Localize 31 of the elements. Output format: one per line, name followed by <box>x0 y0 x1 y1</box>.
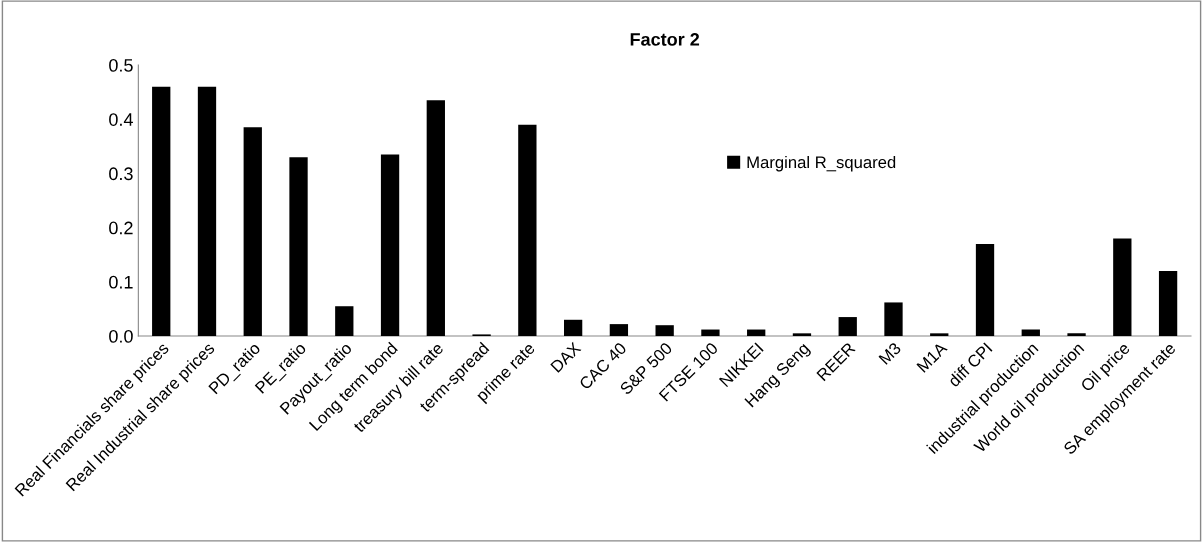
bar <box>701 329 720 337</box>
bar <box>747 329 766 337</box>
bar <box>884 302 903 337</box>
bar <box>1158 271 1178 337</box>
y-tick-label: 0.4 <box>109 113 133 126</box>
y-tick-label: 0.1 <box>109 275 133 289</box>
bar <box>563 319 583 337</box>
bar <box>243 127 262 337</box>
bar <box>838 317 857 337</box>
bar <box>335 306 354 337</box>
bar <box>1067 333 1086 337</box>
bar <box>1021 329 1040 337</box>
bar <box>792 333 812 337</box>
bar <box>197 86 217 337</box>
bar <box>930 333 949 337</box>
y-tick-label: 0.5 <box>109 58 133 72</box>
bar <box>289 157 308 337</box>
y-tick-label: 0.2 <box>109 221 133 235</box>
bar <box>609 324 629 337</box>
bar <box>655 325 674 337</box>
legend-label: Marginal R_squared <box>747 155 896 172</box>
bar <box>426 100 445 337</box>
x-tick-label: M3 <box>878 341 902 365</box>
bar <box>152 86 171 337</box>
y-tick-label: 0.0 <box>109 329 133 343</box>
bar <box>975 243 995 337</box>
bar <box>1113 238 1132 337</box>
y-tick-label: 0.3 <box>109 167 133 181</box>
chart-title: Factor 2 <box>630 32 700 46</box>
bar <box>518 124 537 337</box>
bar <box>380 154 400 337</box>
